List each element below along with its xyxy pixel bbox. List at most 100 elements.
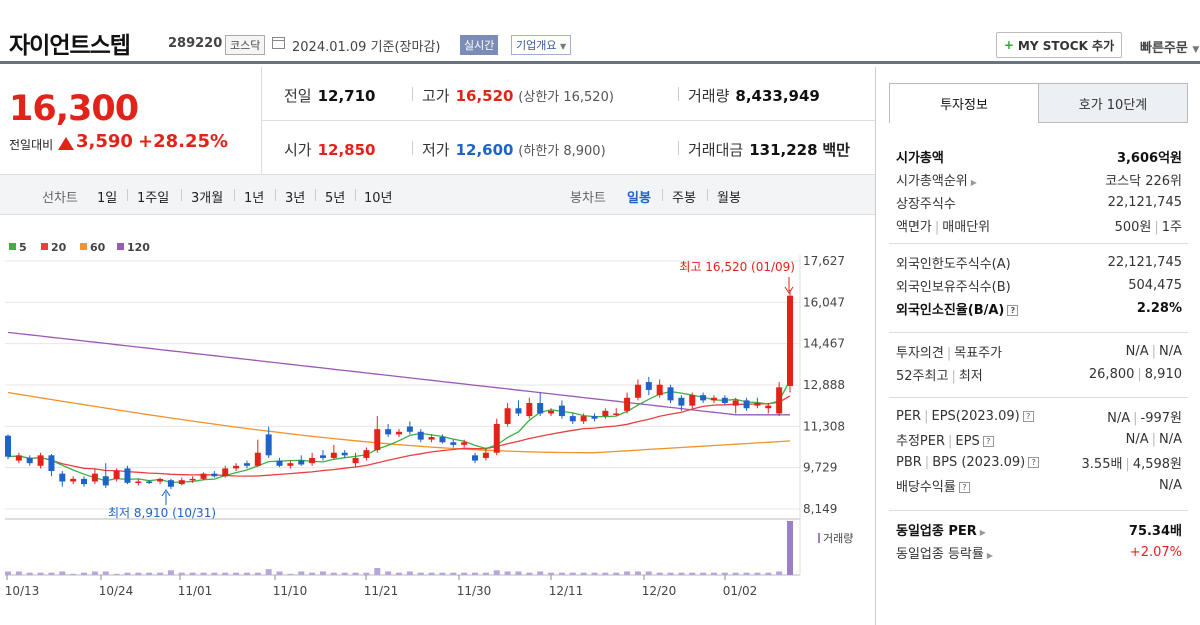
info-section-4: PER | EPS(2023.09)? N/A | -997원 추정PER | EPS? N/A |… [889,397,1188,505]
info-row: 외국인소진율(B/A)? 2.28% [896,298,1182,318]
volume-bar [330,572,337,575]
volume-bar [222,572,229,575]
realtime-button[interactable]: 실시간 [460,35,499,55]
info-value: N/A [1159,477,1182,493]
info-key[interactable]: 동일업종 PER ▶ [896,523,986,539]
info-value: 22,121,745 [1107,194,1182,210]
x-tick-label: 11/30 [457,584,492,598]
add-my-stock-button[interactable]: + MY STOCK 추가 [996,32,1122,58]
volume-bar [461,572,468,575]
x-tick-label: 10/13 [5,584,40,598]
candle-body [200,473,207,479]
info-value: 2.28% [1136,300,1182,316]
candle-daily[interactable]: 일봉 [627,191,651,206]
change-label: 전일대비 [9,138,54,152]
info-key: 액면가 | 매매단위 [896,219,991,235]
help-icon[interactable]: ? [1007,304,1019,316]
day-low-value: 12,600 [455,141,514,159]
info-key[interactable]: 시가총액순위 ▶ [896,173,977,189]
candle-body [363,450,370,458]
period-1y[interactable]: 1년 [244,191,265,206]
candle-body [537,403,544,414]
candle-body [146,481,153,483]
period-bar: 선차트 1일 1주일 3개월 1년 3년 5년 10년 봉차트 일봉 주봉 월봉 [0,175,875,215]
candle-body [710,397,717,401]
volume-bar [15,571,22,575]
candle-body [406,426,413,432]
info-row: 동일업종 등락률 ▶ +2.07% [896,542,1182,562]
candle-body [26,457,33,464]
candle-body [558,405,565,417]
y-tick-label: 14,467 [803,337,845,351]
y-tick-label: 17,627 [803,254,845,268]
help-icon[interactable]: ? [958,481,970,493]
period-1d[interactable]: 1일 [97,191,118,206]
trade-amount-value: 131,228 [749,141,818,159]
calendar-icon [272,37,285,49]
x-tick-label: 11/10 [273,584,308,598]
period-5y[interactable]: 5년 [325,191,346,206]
volume-bar [178,572,185,575]
x-tick-label: 12/20 [642,584,677,598]
info-row: 시가총액 3,606억원 [896,146,1182,166]
info-value: N/A | N/A [1125,431,1182,447]
candle-body [526,403,533,417]
period-3y[interactable]: 3년 [285,191,306,206]
candle-body [167,480,174,487]
legend-ma120-label: 120 [127,241,150,254]
volume-bar [124,572,131,575]
candle-weekly[interactable]: 주봉 [672,191,696,206]
candle-body [211,473,218,477]
volume-bar [558,572,565,575]
candle-body [721,397,728,404]
candle-body [113,471,120,479]
help-icon[interactable]: ? [1028,456,1040,468]
help-icon[interactable]: ? [982,435,994,447]
trade-amount: 거래대금 131,228 백만 [688,139,850,160]
candle-body [265,434,272,456]
candle-body [309,457,316,464]
info-row: 52주최고 | 최저 26,800 | 8,910 [896,364,1182,384]
chevron-down-icon: ▼ [1192,45,1200,55]
volume-bar [135,572,142,575]
current-price: 16,300 [9,89,139,129]
y-tick-label: 8,149 [803,502,837,516]
candle-monthly[interactable]: 월봉 [717,191,741,206]
info-row: 추정PER | EPS? N/A | N/A [896,429,1182,449]
period-10y[interactable]: 10년 [364,191,393,206]
volume-bar [167,570,174,575]
x-tick-label: 01/02 [723,584,758,598]
tab-orderbook[interactable]: 호가 10단계 [1038,83,1188,123]
tab-investment-info[interactable]: 투자정보 [889,83,1039,123]
candle-body [385,429,392,435]
candle-body [157,478,164,482]
open-value: 12,850 [317,141,376,159]
candle-body [580,416,587,422]
candle-body [624,397,631,411]
info-key[interactable]: 동일업종 등락률 ▶ [896,546,994,562]
info-value: 3.55배 | 4,598원 [1081,456,1182,472]
info-row: 배당수익률? N/A [896,475,1182,495]
info-tabs: 투자정보 호가 10단계 [889,83,1188,123]
candle-body [428,437,435,440]
corp-overview-dropdown[interactable]: 기업개요 ▼ [511,35,572,55]
candle-body [102,476,109,486]
period-3m[interactable]: 3개월 [191,191,224,206]
legend-ma60-label: 60 [90,241,106,254]
candlestick-chart[interactable]: 17,627 16,047 14,467 12,888 11,308 9,729 8,149… [0,215,875,625]
candle-body [700,395,707,401]
quick-order-dropdown[interactable]: 빠른주문 ▼ [1140,37,1199,56]
volume-bar [276,571,283,575]
info-row: 동일업종 PER ▶ 75.34배 [896,519,1182,539]
volume-bar [396,572,402,575]
volume-bar [374,567,381,575]
period-1w[interactable]: 1주일 [137,191,170,206]
help-icon[interactable]: ? [1022,410,1034,422]
candle-body [678,397,685,406]
info-row: 액면가 | 매매단위 500원 | 1주 [896,215,1182,235]
chevron-right-icon: ▶ [986,550,994,560]
info-key: PBR | BPS (2023.09)? [896,455,1040,470]
info-key: 시가총액 [896,150,944,166]
volume-bar [613,572,620,575]
